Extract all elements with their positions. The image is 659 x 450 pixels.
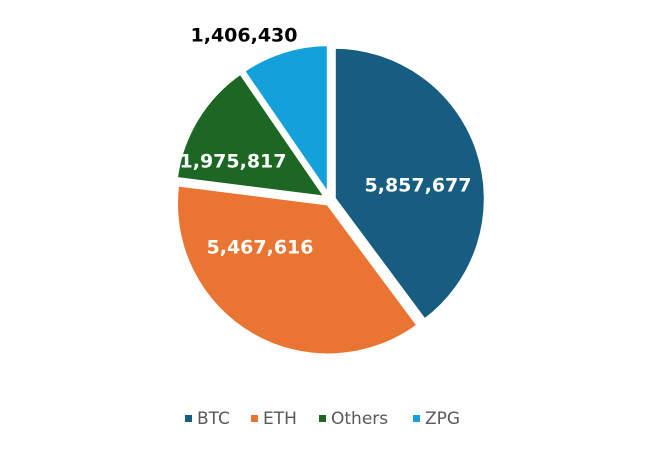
legend-label-others: Others <box>331 409 388 429</box>
data-label-others: 1,975,817 <box>180 151 287 173</box>
legend-swatch-zpg <box>413 415 420 422</box>
data-label-btc: 5,857,677 <box>365 175 472 197</box>
legend-swatch-eth <box>251 415 258 422</box>
data-label-eth: 5,467,616 <box>207 237 314 259</box>
data-label-zpg: 1,406,430 <box>191 25 298 47</box>
legend-swatch-btc <box>185 415 192 422</box>
pie-slice-zpg <box>240 42 331 199</box>
pie-slice-others <box>173 70 329 200</box>
legend-label-btc: BTC <box>197 409 230 429</box>
pie-slice-btc <box>331 44 488 323</box>
data-labels: 5,857,677 5,467,616 1,975,817 1,406,430 <box>180 25 472 259</box>
legend-swatch-others <box>319 415 326 422</box>
pie-slices <box>173 42 488 358</box>
legend-label-eth: ETH <box>263 409 297 429</box>
legend-label-zpg: ZPG <box>425 409 460 429</box>
legend: BTC ETH Others ZPG <box>185 409 460 429</box>
pie-slice-eth <box>173 182 421 358</box>
